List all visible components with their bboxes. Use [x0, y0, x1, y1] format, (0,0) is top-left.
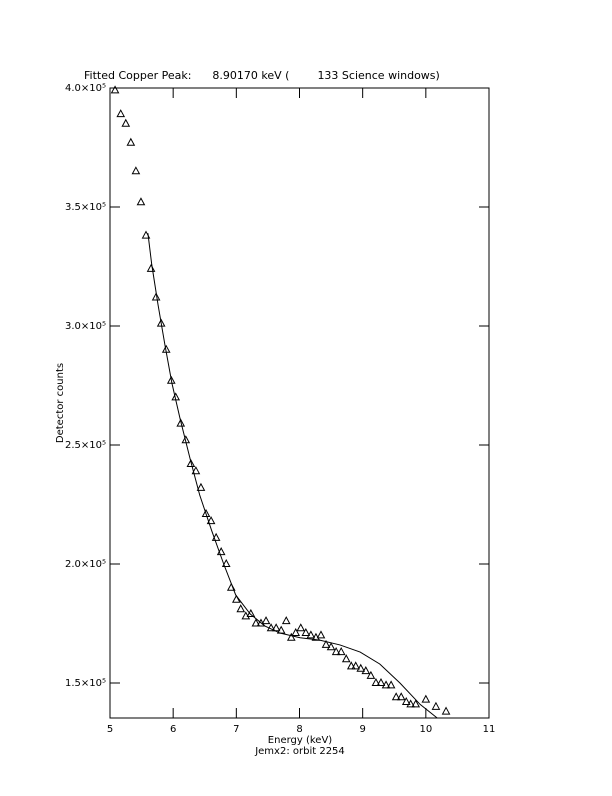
data-point [141, 230, 151, 239]
data-point [226, 582, 236, 591]
data-point [341, 654, 351, 663]
data-point [336, 647, 346, 656]
data-point [381, 680, 391, 689]
data-point [216, 547, 226, 556]
y-tick-label: 2.5×10⁵ [65, 440, 106, 451]
x-tick-label: 9 [359, 724, 365, 735]
data-point [316, 630, 326, 639]
x-tick-label: 10 [419, 724, 432, 735]
data-point [110, 85, 120, 94]
y-tick-label: 3.0×10⁵ [65, 321, 106, 332]
data-point [181, 435, 191, 444]
data-point [331, 647, 341, 656]
y-tick-label: 3.5×10⁵ [65, 202, 106, 213]
x-tick-label: 6 [170, 724, 176, 735]
data-point [391, 692, 401, 701]
data-point [431, 701, 441, 710]
fit-line [147, 233, 438, 719]
data-point [206, 516, 216, 525]
data-point [281, 616, 291, 625]
data-point [131, 166, 141, 175]
data-point [376, 677, 386, 687]
data-point [116, 109, 126, 118]
data-point [231, 594, 241, 603]
data-point [166, 375, 176, 384]
data-point [401, 696, 411, 706]
x-tick-label: 7 [233, 724, 239, 735]
y-tick-label: 4.0×10⁵ [65, 83, 106, 94]
data-point [386, 680, 396, 689]
x-axis-label: Energy (keV) [268, 735, 333, 746]
data-point [146, 263, 156, 272]
data-point [411, 699, 421, 708]
data-point [291, 627, 301, 637]
y-tick-label: 2.0×10⁵ [65, 559, 106, 570]
data-point [221, 558, 231, 568]
data-point [271, 623, 281, 632]
data-point [406, 699, 416, 708]
chart-title: Fitted Copper Peak: 8.90170 keV ( 133 Sc… [84, 69, 440, 82]
x-tick-label: 5 [107, 724, 113, 735]
data-point [201, 508, 211, 518]
data-point [361, 666, 371, 675]
data-point [306, 630, 316, 639]
subtitle: Jemx2: orbit 2254 [254, 746, 345, 757]
x-tick-label: 8 [296, 724, 302, 735]
data-point [296, 623, 306, 632]
data-point [346, 661, 356, 670]
x-tick-label: 11 [483, 724, 496, 735]
y-axis-label: Detector counts [55, 363, 66, 443]
data-point [161, 344, 171, 353]
data-point [211, 532, 221, 541]
data-point [246, 608, 256, 617]
data-point [191, 466, 201, 475]
data-point [121, 118, 131, 127]
data-point [321, 639, 331, 648]
data-point [421, 694, 431, 703]
data-point [236, 604, 246, 613]
data-point [371, 677, 381, 687]
data-point [186, 458, 196, 468]
data-point [366, 670, 376, 679]
data-point [151, 292, 161, 301]
data-point [441, 706, 451, 715]
data-point [396, 692, 406, 701]
y-tick-label: 1.5×10⁵ [65, 678, 106, 689]
data-point [356, 663, 366, 672]
data-point [136, 197, 146, 206]
data-point [251, 618, 261, 627]
data-point [176, 418, 186, 427]
data-point [326, 642, 336, 651]
data-point [196, 482, 206, 491]
data-point [126, 137, 136, 146]
data-point [266, 623, 276, 632]
data-point [276, 625, 286, 634]
data-point [301, 627, 311, 637]
data-point [171, 392, 181, 401]
data-point [351, 661, 361, 670]
data-point [156, 318, 166, 327]
data-point [286, 632, 296, 641]
data-point [261, 616, 271, 625]
